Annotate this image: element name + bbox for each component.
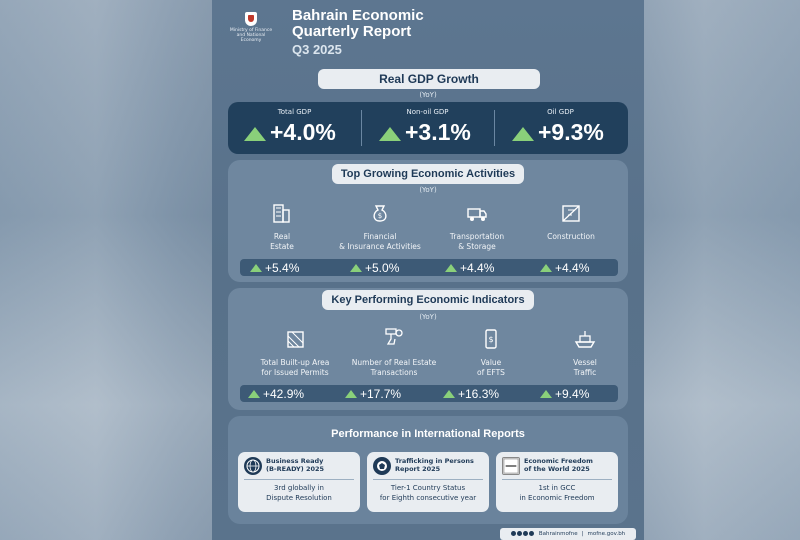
footer-handle[interactable]: Bahrainmofne bbox=[538, 531, 578, 537]
activity-value: +5.0% bbox=[350, 259, 399, 276]
gdp-value: +3.1% bbox=[379, 119, 471, 146]
social-icon bbox=[510, 530, 516, 536]
page-title: Bahrain Economic Quarterly Report bbox=[292, 8, 424, 40]
divider bbox=[244, 479, 354, 480]
gdp-label: Oil GDP bbox=[547, 108, 574, 116]
indicator-value: +42.9% bbox=[248, 385, 304, 402]
social-icon bbox=[516, 530, 522, 536]
indicator-label-vessel: Vessel Traffic bbox=[573, 358, 597, 377]
handshake-key-icon bbox=[385, 328, 403, 345]
indicators-title: Key Performing Economic Indicators bbox=[322, 290, 534, 310]
crane-icon bbox=[562, 205, 580, 222]
up-arrow-icon bbox=[540, 263, 552, 272]
indicator-label-built-area: Total Built-up Area for Issued Permits bbox=[260, 358, 330, 377]
background-blur-left bbox=[0, 0, 212, 540]
up-arrow-icon bbox=[250, 263, 262, 272]
activities-yoy-note: (YoY) bbox=[419, 186, 437, 194]
up-arrow-icon bbox=[379, 127, 401, 141]
activities-title: Top Growing Economic Activities bbox=[332, 164, 524, 184]
emblem-icon bbox=[245, 12, 257, 26]
report-body: Tier-1 Country Status for Eighth consecu… bbox=[379, 484, 477, 502]
report-card-trafficking: Trafficking in Persons Report 2025 Tier-1… bbox=[367, 452, 489, 512]
up-arrow-icon bbox=[248, 389, 260, 398]
seal-icon bbox=[373, 457, 391, 475]
title-line-2: Quarterly Report bbox=[292, 23, 412, 40]
social-icon bbox=[528, 530, 534, 536]
activity-value: +5.4% bbox=[250, 259, 299, 276]
divider bbox=[494, 110, 495, 146]
infographic-card: Ministry of Finance and National Economy… bbox=[212, 0, 644, 540]
report-card-bready: Business Ready (B-READY) 2025 3rd globall… bbox=[238, 452, 360, 512]
divider bbox=[502, 479, 612, 480]
up-arrow-icon bbox=[350, 263, 362, 272]
svg-text:$: $ bbox=[488, 335, 493, 344]
up-arrow-icon bbox=[345, 389, 357, 398]
footer: Bahrainmofne | mofne.gov.bh bbox=[500, 528, 636, 540]
reports-title: Performance in International Reports bbox=[331, 428, 525, 440]
report-title: Business Ready (B-READY) 2025 bbox=[266, 457, 325, 473]
report-card-economic-freedom: Economic Freedom of the World 2025 1st in… bbox=[496, 452, 618, 512]
indicator-label-efts: Value of EFTS bbox=[477, 358, 505, 377]
indicator-value: +9.4% bbox=[540, 385, 589, 402]
report-title: Economic Freedom of the World 2025 bbox=[524, 457, 593, 473]
globe-icon bbox=[244, 457, 262, 475]
ship-icon bbox=[574, 331, 596, 348]
truck-icon bbox=[467, 208, 487, 221]
footer-separator: | bbox=[581, 531, 584, 537]
activity-label-real-estate: Real Estate bbox=[270, 232, 294, 251]
gdp-yoy-note: (YoY) bbox=[419, 91, 437, 99]
gdp-panel: Total GDP +4.0% Non-oil GDP +3.1% Oil GD… bbox=[228, 102, 628, 154]
fraser-logo-icon bbox=[502, 457, 520, 475]
indicator-label-transactions: Number of Real Estate Transactions bbox=[351, 358, 437, 377]
header: Ministry of Finance and National Economy… bbox=[212, 0, 644, 62]
gdp-label: Total GDP bbox=[277, 108, 312, 116]
up-arrow-icon bbox=[244, 127, 266, 141]
gdp-value: +9.3% bbox=[512, 119, 604, 146]
activity-label-construction: Construction bbox=[547, 232, 595, 241]
gdp-total: Total GDP +4.0% bbox=[228, 102, 361, 154]
up-arrow-icon bbox=[512, 127, 534, 141]
svg-text:$: $ bbox=[378, 212, 382, 220]
activity-label-transport: Transportation & Storage bbox=[449, 232, 505, 251]
indicator-value: +17.7% bbox=[345, 385, 401, 402]
social-icon bbox=[522, 530, 528, 536]
reports-section: Performance in International Reports Bus… bbox=[228, 416, 628, 524]
activity-value: +4.4% bbox=[540, 259, 589, 276]
social-icons bbox=[510, 530, 535, 538]
gdp-value: +4.0% bbox=[244, 119, 336, 146]
report-title: Trafficking in Persons Report 2025 bbox=[395, 457, 474, 473]
activities-values-bar: +5.4% +5.0% +4.4% +4.4% bbox=[240, 259, 618, 276]
gdp-non-oil: Non-oil GDP +3.1% bbox=[361, 102, 494, 154]
report-body: 1st in GCC in Economic Freedom bbox=[519, 484, 595, 502]
area-icon bbox=[287, 331, 304, 348]
indicator-value: +16.3% bbox=[443, 385, 499, 402]
report-body: 3rd globally in Dispute Resolution bbox=[266, 484, 332, 502]
ministry-logo: Ministry of Finance and National Economy bbox=[226, 12, 276, 48]
gdp-label: Non-oil GDP bbox=[406, 108, 449, 116]
title-line-1: Bahrain Economic bbox=[292, 7, 424, 24]
logo-text: Ministry of Finance and National Economy bbox=[229, 28, 273, 43]
phone-transfer-icon: $ bbox=[485, 329, 497, 349]
building-icon bbox=[273, 204, 290, 223]
page-subtitle: Q3 2025 bbox=[292, 42, 342, 57]
indicators-values-bar: +42.9% +17.7% +16.3% +9.4% bbox=[240, 385, 618, 402]
money-bag-icon: $ bbox=[373, 205, 387, 222]
gdp-oil: Oil GDP +9.3% bbox=[494, 102, 627, 154]
up-arrow-icon bbox=[540, 389, 552, 398]
activity-label-financial: Financial & Insurance Activities bbox=[339, 232, 421, 251]
activities-section: Top Growing Economic Activities (YoY) $ … bbox=[228, 160, 628, 282]
indicators-section: Key Performing Economic Indicators (YoY)… bbox=[228, 288, 628, 410]
indicators-yoy-note: (YoY) bbox=[419, 313, 437, 321]
gdp-title: Real GDP Growth bbox=[318, 69, 540, 89]
divider bbox=[373, 479, 483, 480]
footer-website[interactable]: mofne.gov.bh bbox=[587, 531, 626, 537]
up-arrow-icon bbox=[443, 389, 455, 398]
activity-value: +4.4% bbox=[445, 259, 494, 276]
up-arrow-icon bbox=[445, 263, 457, 272]
divider bbox=[361, 110, 362, 146]
